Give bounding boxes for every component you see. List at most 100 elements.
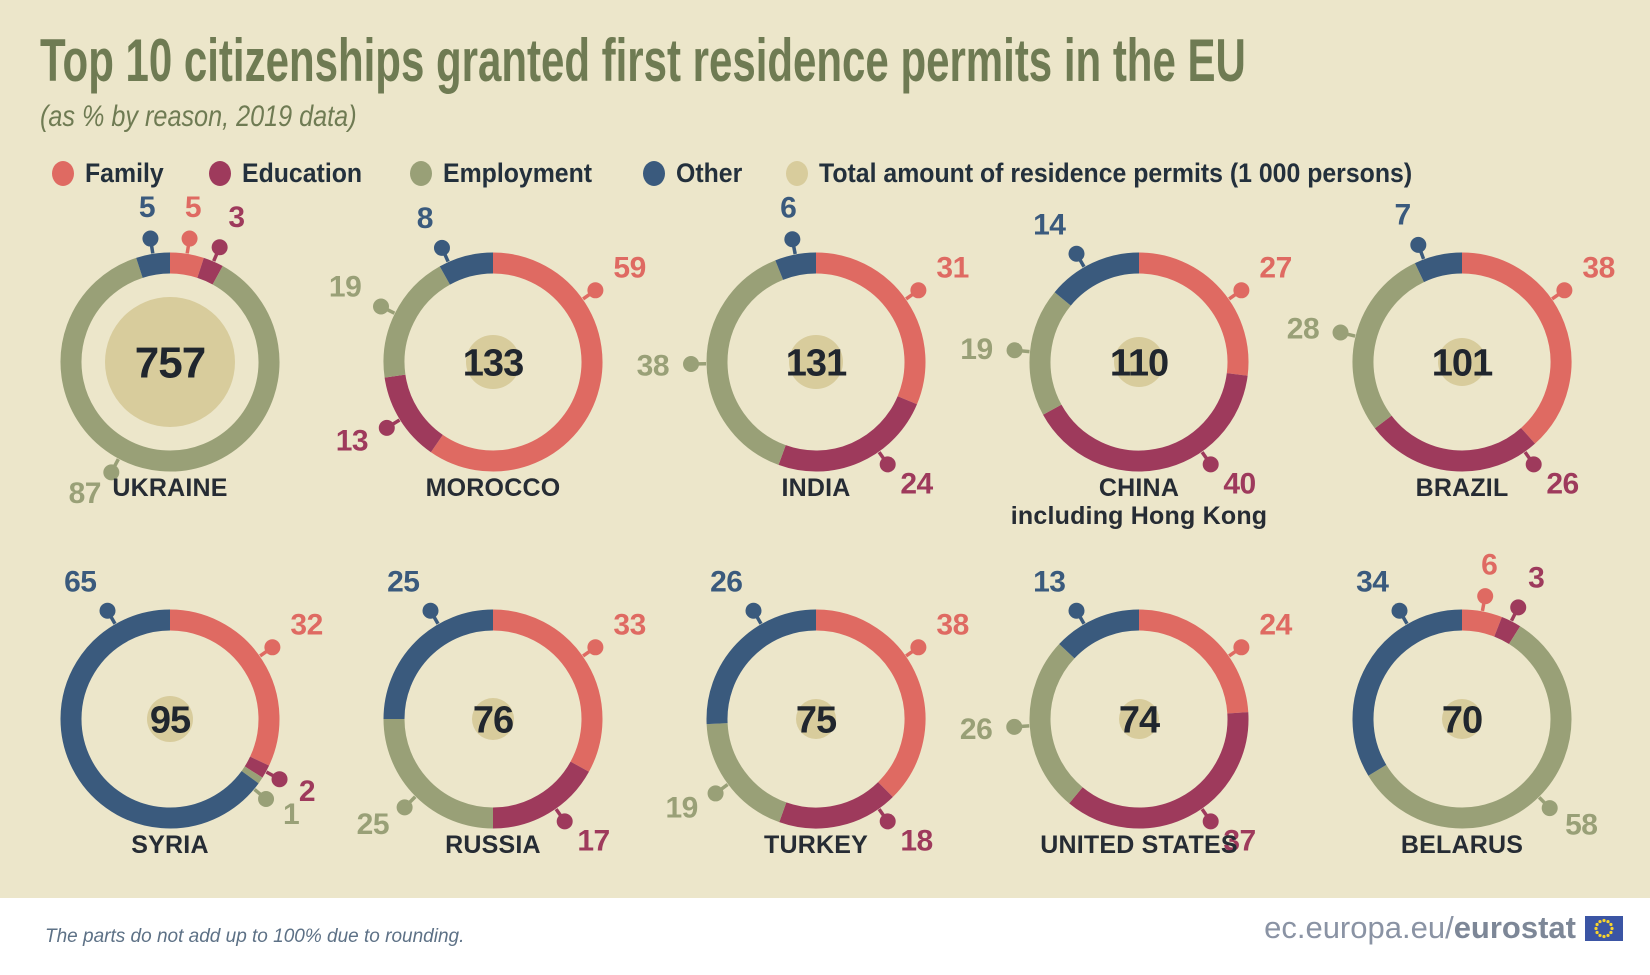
country-label-russia: RUSSIA: [445, 831, 541, 859]
label-dot-employment: [373, 298, 390, 315]
label-dot-other: [422, 602, 439, 619]
page-title: Top 10 citizenships granted first reside…: [40, 27, 1246, 94]
segment-value-other: 26: [710, 566, 742, 599]
country-label-syria: SYRIA: [131, 831, 209, 859]
legend-label-other: Other: [676, 157, 743, 188]
label-dot-education: [1202, 456, 1219, 473]
donut-brazil: 101 38 26 28 7: [1287, 198, 1616, 500]
segment-education: [244, 756, 270, 778]
segment-value-family: 33: [613, 609, 645, 642]
label-dot-employment: [258, 791, 275, 808]
label-dot-education: [211, 239, 228, 256]
eu-flag-star: [1602, 918, 1606, 922]
total-bubble: [1114, 337, 1164, 387]
total-value: 101: [1432, 342, 1493, 384]
segment-employment: [706, 722, 787, 823]
segment-other: [383, 609, 494, 720]
segment-education: [778, 395, 917, 472]
segment-value-family: 31: [936, 252, 968, 285]
segment-employment: [383, 718, 494, 829]
footnote: The parts do not add up to 100% due to r…: [45, 926, 465, 947]
legend-item-other: Other: [643, 158, 748, 189]
country-label-brazil: BRAZIL: [1415, 474, 1509, 502]
label-dot-education: [879, 813, 896, 830]
segment-family: [1461, 609, 1502, 637]
segment-family: [815, 252, 926, 405]
total-value: 95: [150, 699, 191, 741]
label-dot-other: [784, 231, 801, 248]
eu-flag-star: [1595, 922, 1599, 926]
total-bubble: [796, 699, 836, 739]
eurostat-link-prefix: ec.europa.eu/: [1264, 910, 1454, 945]
total-bubble: [1442, 699, 1482, 739]
segment-value-other: 13: [1033, 566, 1065, 599]
segment-value-other: 5: [139, 191, 155, 224]
legend-swatch-education: [208, 160, 231, 186]
segment-value-family: 59: [613, 252, 645, 285]
label-dot-employment: [1332, 324, 1349, 341]
legend-swatch-family: [52, 160, 74, 186]
segment-other: [1352, 609, 1463, 776]
segment-value-other: 65: [64, 566, 96, 599]
segment-education: [492, 761, 589, 829]
segment-value-education: 3: [228, 201, 244, 234]
segment-family: [1461, 252, 1572, 444]
segment-value-education: 3: [1528, 562, 1544, 595]
eu-flag-star: [1610, 926, 1614, 930]
label-dot-other: [433, 239, 450, 256]
segment-education: [1043, 372, 1248, 472]
segment-other: [1059, 609, 1140, 659]
country-label-turkey: TURKEY: [764, 831, 868, 859]
total-bubble: [466, 335, 520, 389]
segment-value-education: 18: [900, 824, 932, 857]
segment-employment: [1368, 626, 1572, 829]
legend: Family Education Employment Other Total amou…: [52, 158, 1464, 188]
eu-flag-star: [1595, 930, 1599, 934]
label-dot-employment: [683, 355, 700, 372]
segment-other: [775, 252, 817, 280]
segment-value-other: 34: [1356, 566, 1389, 599]
total-value: 133: [463, 342, 523, 384]
country-label-united-states: UNITED STATES: [1040, 831, 1238, 859]
segment-family: [492, 609, 603, 772]
total-bubble: [105, 297, 235, 427]
eurostat-link[interactable]: ec.europa.eu/eurostat: [1264, 910, 1623, 946]
country-label-belarus: BELARUS: [1400, 831, 1524, 859]
donut-china: 110 27 40 19 14: [960, 209, 1292, 501]
segment-employment: [1029, 644, 1083, 804]
country-label-ukraine: UKRAINE: [112, 474, 228, 502]
eu-flag-star: [1609, 922, 1613, 926]
legend-swatch-employment: [410, 160, 433, 186]
segment-value-education: 24: [900, 467, 933, 500]
segment-value-employment: 25: [357, 808, 389, 841]
label-dot-other: [99, 602, 116, 619]
label-dot-other: [1410, 236, 1427, 253]
segment-employment: [241, 766, 263, 784]
segment-employment: [1352, 263, 1425, 429]
segment-other: [136, 252, 171, 278]
segment-value-family: 32: [290, 609, 322, 642]
eu-flag-icon: [1585, 915, 1623, 941]
segment-education: [197, 257, 223, 285]
segment-value-education: 40: [1223, 467, 1255, 500]
segment-employment: [1029, 292, 1071, 415]
eu-flag-star: [1598, 919, 1602, 923]
label-dot-employment: [103, 464, 120, 481]
segment-other: [1414, 252, 1463, 283]
segment-value-employment: 19: [960, 333, 992, 366]
eu-flag-star: [1606, 919, 1610, 923]
legend-item-family: Family: [52, 158, 171, 189]
label-dot-employment: [707, 785, 724, 802]
segment-value-education: 17: [577, 824, 609, 857]
segment-other: [439, 252, 494, 285]
donut-india: 131 31 24 38 6: [637, 192, 970, 501]
label-dot-employment: [396, 799, 413, 816]
legend-swatch-total: [786, 160, 809, 186]
legend-label-employment: Employment: [443, 157, 593, 188]
country-label-china: CHINA including Hong Kong: [969, 474, 1309, 530]
country-label-india: INDIA: [781, 474, 851, 502]
donut-russia: 76 33 17 25 25: [357, 566, 647, 858]
segment-education: [1374, 415, 1536, 472]
segment-value-education: 13: [336, 425, 368, 458]
eu-flag-star: [1606, 933, 1610, 937]
